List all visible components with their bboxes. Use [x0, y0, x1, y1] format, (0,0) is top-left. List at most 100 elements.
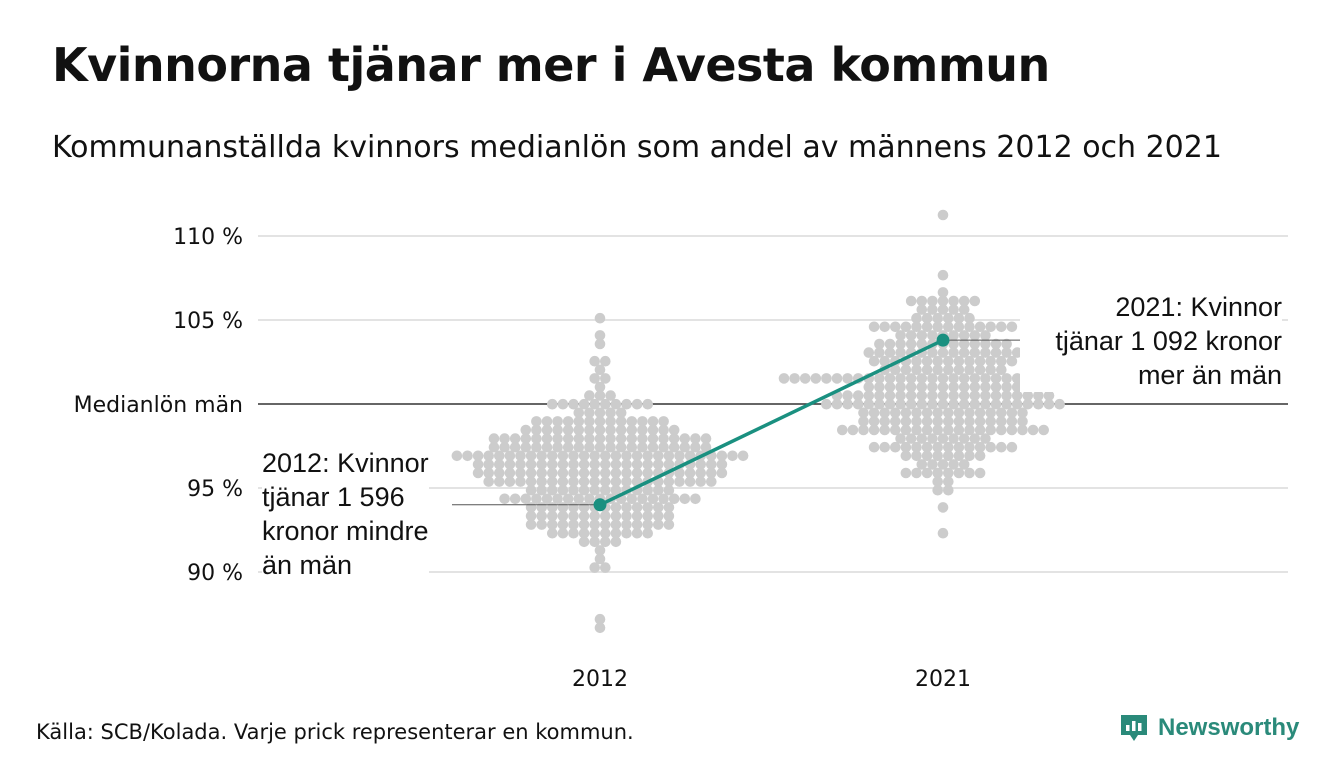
kommun-dot	[637, 433, 648, 444]
kommun-dot	[958, 373, 970, 384]
kommun-dot	[927, 347, 938, 358]
y-tick-label: Medianlön män	[74, 393, 243, 418]
kommun-dot	[695, 459, 706, 470]
kommun-dot	[921, 321, 933, 333]
kommun-dot	[831, 373, 843, 384]
kommun-dot	[953, 312, 965, 324]
kommun-dot	[921, 407, 933, 419]
annotation-2012-line: än män	[262, 550, 353, 580]
kommun-dot	[525, 484, 537, 496]
kommun-dot	[958, 304, 970, 315]
kommun-dot	[637, 493, 648, 505]
kommun-dot	[589, 476, 600, 487]
kommun-dot	[799, 373, 811, 384]
kommun-dot	[932, 450, 943, 462]
kommun-dot	[916, 338, 928, 350]
chart-subtitle: Kommunanställda kvinnors medianlön som a…	[52, 130, 1222, 165]
kommun-dot	[958, 330, 970, 341]
kommun-dot	[653, 502, 664, 513]
kommun-dot	[668, 433, 680, 444]
kommun-dot	[584, 493, 595, 505]
kommun-dot	[927, 398, 938, 410]
kommun-dot	[700, 441, 712, 453]
kommun-dot	[541, 416, 553, 427]
kommun-dot	[557, 527, 569, 539]
kommun-dot	[879, 355, 890, 367]
kommun-dot	[684, 476, 696, 487]
kommun-dot	[1001, 373, 1012, 384]
kommun-dot	[621, 510, 632, 522]
kommun-dot	[541, 433, 553, 444]
kommun-dot	[1001, 398, 1012, 410]
kommun-dot	[600, 373, 611, 384]
kommun-dot	[969, 398, 981, 410]
kommun-dot	[890, 416, 901, 427]
kommun-dot	[578, 476, 590, 487]
kommun-dot	[980, 390, 991, 401]
kommun-dot	[890, 407, 901, 419]
kommun-dot	[990, 347, 1002, 358]
kommun-dot	[557, 510, 569, 522]
kommun-dot	[1001, 338, 1012, 350]
kommun-dot	[943, 312, 954, 324]
kommun-dot	[921, 467, 933, 479]
kommun-dot	[520, 441, 532, 453]
kommun-dot	[937, 373, 949, 384]
kommun-dot	[716, 467, 728, 479]
kommun-dot	[557, 476, 569, 487]
kommun-dot	[600, 562, 611, 573]
kommun-dot	[642, 398, 653, 410]
kommun-dot	[647, 441, 659, 453]
kommun-dot	[716, 459, 728, 470]
kommun-dot	[541, 441, 553, 453]
kommun-dot	[547, 519, 558, 530]
kommun-dot	[594, 416, 606, 427]
kommun-dot	[557, 398, 569, 410]
kommun-dot	[974, 364, 986, 376]
kommun-dot	[1001, 390, 1012, 401]
kommun-dot	[737, 450, 749, 462]
kommun-dot	[937, 433, 949, 444]
kommun-dot	[562, 493, 574, 505]
kommun-dot	[990, 398, 1002, 410]
kommun-dot	[1011, 347, 1023, 358]
kommun-dot	[842, 373, 853, 384]
kommun-dot	[594, 330, 606, 341]
kommun-dot	[589, 536, 600, 548]
kommun-dot	[568, 398, 579, 410]
x-tick-label: 2021	[915, 667, 971, 692]
kommun-dot	[927, 459, 938, 470]
kommun-dot	[557, 519, 569, 530]
kommun-dot	[562, 441, 574, 453]
kommun-dot	[578, 484, 590, 496]
kommun-dot	[653, 450, 664, 462]
kommun-dot	[900, 364, 912, 376]
kommun-dot	[990, 390, 1002, 401]
kommun-dot	[531, 424, 542, 436]
kommun-dot	[974, 424, 986, 436]
kommun-dot	[911, 364, 922, 376]
kommun-dot	[874, 390, 885, 401]
kommun-dot	[874, 338, 885, 350]
kommun-dot	[658, 416, 669, 427]
kommun-dot	[932, 364, 943, 376]
annotation-2021-line: tjänar 1 092 kronor	[1055, 326, 1282, 356]
kommun-dot	[536, 484, 547, 496]
kommun-dot	[884, 390, 896, 401]
kommun-dot	[547, 459, 558, 470]
kommun-dot	[494, 467, 505, 479]
kommun-dot	[937, 390, 949, 401]
kommun-dot	[557, 467, 569, 479]
kommun-dot	[831, 398, 843, 410]
newsworthy-logo[interactable]: Newsworthy	[1118, 712, 1299, 744]
kommun-dot	[589, 467, 600, 479]
kommun-dot	[547, 476, 558, 487]
kommun-dot	[690, 493, 701, 505]
kommun-dot	[943, 364, 954, 376]
kommun-dot	[943, 476, 954, 487]
kommun-dot	[562, 424, 574, 436]
kommun-dot	[610, 510, 622, 522]
kommun-dot	[958, 390, 970, 401]
kommun-dot	[674, 476, 685, 487]
kommun-dot	[969, 347, 981, 358]
